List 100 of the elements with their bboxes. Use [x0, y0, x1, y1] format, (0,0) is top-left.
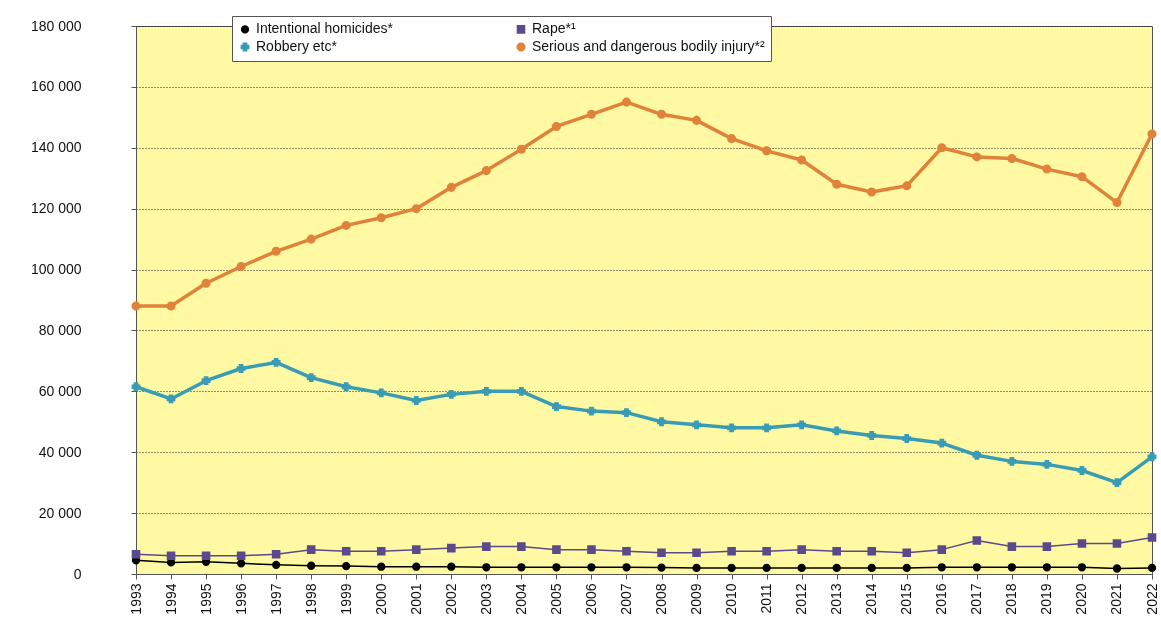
- x-tick-label: 2018: [1003, 583, 1020, 615]
- point: [131, 382, 141, 392]
- legend-label: Robbery etc*: [256, 38, 338, 54]
- point: [797, 545, 806, 554]
- point: [1007, 153, 1017, 163]
- x-tick-label: 2021: [1108, 583, 1125, 615]
- point: [1077, 466, 1087, 475]
- point: [692, 548, 701, 557]
- point: [621, 97, 632, 107]
- point: [692, 420, 701, 430]
- point: [587, 545, 596, 554]
- point: [1147, 452, 1157, 462]
- point: [482, 542, 491, 551]
- point: [516, 144, 526, 154]
- point: [131, 301, 141, 311]
- point: [797, 155, 807, 165]
- point: [832, 546, 841, 556]
- point: [937, 143, 947, 153]
- x-tick-label: 2012: [793, 583, 810, 615]
- point: [656, 109, 667, 119]
- y-tick-label: 0: [73, 565, 82, 582]
- point: [517, 542, 526, 551]
- point: [166, 301, 176, 311]
- x-tick-label: 1994: [162, 583, 179, 615]
- y-tick-label: 160 000: [30, 78, 82, 95]
- point: [867, 431, 877, 440]
- point: [1042, 459, 1052, 469]
- y-tick-label: 20 000: [38, 504, 82, 521]
- x-tick-label: 2013: [828, 583, 845, 615]
- x-tick-label: 2017: [968, 583, 985, 615]
- x-tick-label: 2003: [477, 583, 494, 615]
- point: [657, 548, 666, 557]
- point: [201, 278, 211, 288]
- point: [622, 408, 631, 418]
- point: [622, 546, 631, 556]
- y-tick-label: 100 000: [30, 261, 82, 278]
- point: [1112, 198, 1122, 208]
- point: [236, 261, 246, 272]
- point: [446, 389, 456, 399]
- point: [832, 426, 842, 436]
- point: [1147, 129, 1157, 139]
- point: [762, 146, 772, 156]
- legend-label: Intentional homicides*: [256, 20, 394, 37]
- point: [587, 406, 596, 416]
- point: [1077, 172, 1087, 182]
- point: [551, 121, 561, 131]
- x-tick-label: 2000: [372, 583, 389, 615]
- x-tick-label: 2008: [653, 583, 670, 615]
- point: [762, 423, 772, 433]
- point: [972, 152, 982, 162]
- point: [727, 134, 737, 144]
- point: [832, 179, 842, 189]
- point: [306, 373, 316, 383]
- x-tick-label: 2019: [1038, 583, 1055, 615]
- point: [516, 386, 526, 396]
- x-tick-label: 1999: [337, 583, 354, 615]
- y-tick-label: 60 000: [38, 382, 82, 399]
- point: [1007, 456, 1017, 466]
- point: [201, 376, 211, 386]
- point: [867, 187, 877, 197]
- point: [341, 546, 351, 556]
- point: [481, 386, 491, 396]
- y-tick-label: 40 000: [38, 443, 82, 460]
- x-tick-label: 1997: [267, 583, 284, 615]
- point: [797, 420, 807, 430]
- x-tick-label: 2010: [723, 583, 740, 615]
- point: [902, 548, 912, 557]
- point: [586, 109, 596, 119]
- point: [727, 423, 736, 433]
- point: [376, 213, 386, 223]
- point: [411, 204, 421, 214]
- x-tick-label: 2022: [1143, 583, 1160, 615]
- point: [692, 115, 702, 125]
- point: [902, 434, 912, 443]
- point: [1077, 539, 1087, 548]
- point: [937, 438, 947, 448]
- point: [867, 546, 877, 556]
- point: [376, 546, 386, 556]
- point: [1112, 478, 1122, 488]
- legend-label: Rape*¹: [532, 20, 576, 37]
- point: [1007, 542, 1017, 551]
- x-tick-label: 2020: [1073, 583, 1090, 615]
- point: [902, 181, 912, 191]
- point: [236, 364, 246, 373]
- point: [972, 450, 982, 460]
- x-tick-label: 2002: [442, 583, 459, 615]
- x-tick-label: 2006: [582, 583, 599, 615]
- point: [306, 234, 316, 244]
- point: [306, 545, 316, 554]
- point: [937, 545, 947, 554]
- point: [376, 388, 386, 398]
- point: [236, 551, 246, 561]
- x-tick-label: 2009: [688, 583, 705, 615]
- x-tick-label: 2014: [863, 583, 880, 615]
- x-tick-label: 2001: [407, 583, 424, 615]
- point: [447, 543, 456, 553]
- point: [411, 396, 421, 405]
- point: [972, 536, 982, 545]
- y-tick-label: 80 000: [38, 321, 82, 338]
- x-tick-label: 2005: [547, 583, 564, 615]
